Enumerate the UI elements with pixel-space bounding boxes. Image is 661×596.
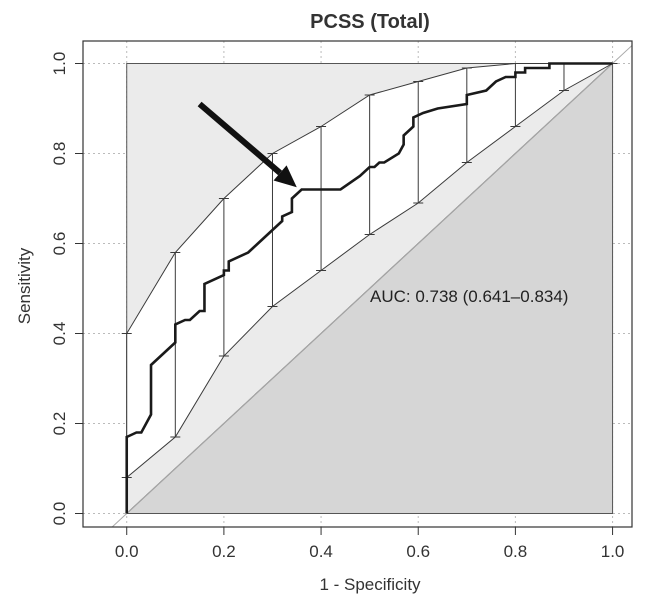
chance-diagonal-line — [111, 45, 632, 527]
x-axis: 0.0 0.2 0.4 0.6 0.8 1.0 — [115, 527, 624, 561]
x-axis-label: 1 - Specificity — [319, 575, 421, 594]
plot-frame — [82, 40, 633, 528]
x-tick-label: 1.0 — [601, 542, 625, 561]
y-axis-label: Sensitivity — [15, 247, 34, 324]
x-tick-label: 0.4 — [309, 542, 333, 561]
y-tick-label: 0.0 — [50, 502, 69, 526]
y-tick-label: 0.4 — [50, 322, 69, 346]
chart-title: PCSS (Total) — [310, 11, 430, 33]
arrow-head — [273, 165, 297, 188]
arrow-indicator — [197, 101, 297, 188]
x-tick-label: 0.6 — [406, 542, 430, 561]
x-tick-label: 0.2 — [212, 542, 236, 561]
y-tick-label: 0.6 — [50, 232, 69, 256]
auc-annotation: AUC: 0.738 (0.641–0.834) — [370, 287, 568, 306]
y-tick-label: 1.0 — [50, 52, 69, 76]
x-tick-label: 0.8 — [504, 542, 528, 561]
ci-upper-line — [126, 63, 613, 334]
y-axis: 0.0 0.2 0.4 0.6 0.8 1.0 — [50, 52, 83, 526]
arrow-shaft — [197, 101, 283, 176]
y-tick-label: 0.2 — [50, 412, 69, 436]
ci-lower-line — [126, 63, 613, 478]
x-tick-label: 0.0 — [115, 542, 139, 561]
y-tick-label: 0.8 — [50, 142, 69, 166]
roc-curve-line — [125, 62, 613, 514]
